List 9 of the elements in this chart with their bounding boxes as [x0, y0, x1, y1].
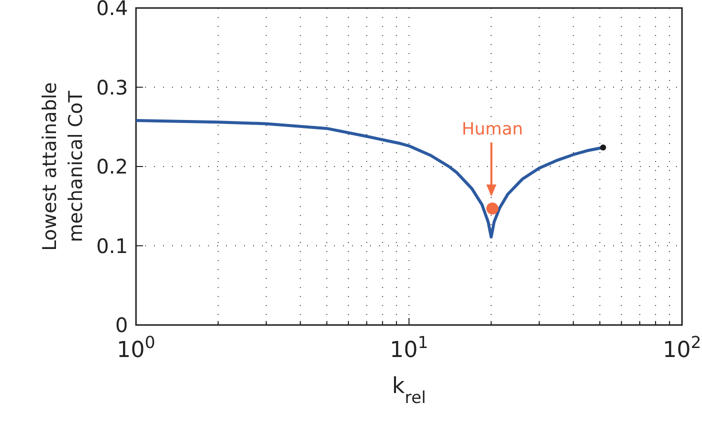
y-tick-label: 0.4: [96, 0, 128, 20]
x-tick-label: 10$^{2}$: [662, 332, 702, 363]
y-tick-label: 0.1: [96, 234, 128, 258]
y-tick-label: 0.2: [96, 154, 128, 178]
text: Human: [462, 120, 524, 140]
x-axis-title: k$_{rel}$: [392, 374, 426, 406]
y-tick-label: 0.3: [96, 75, 128, 100]
y-axis-title: Lowest attainable mechanical CoT: [39, 82, 87, 251]
x-tick-label: 10$^{1}$: [390, 332, 428, 363]
